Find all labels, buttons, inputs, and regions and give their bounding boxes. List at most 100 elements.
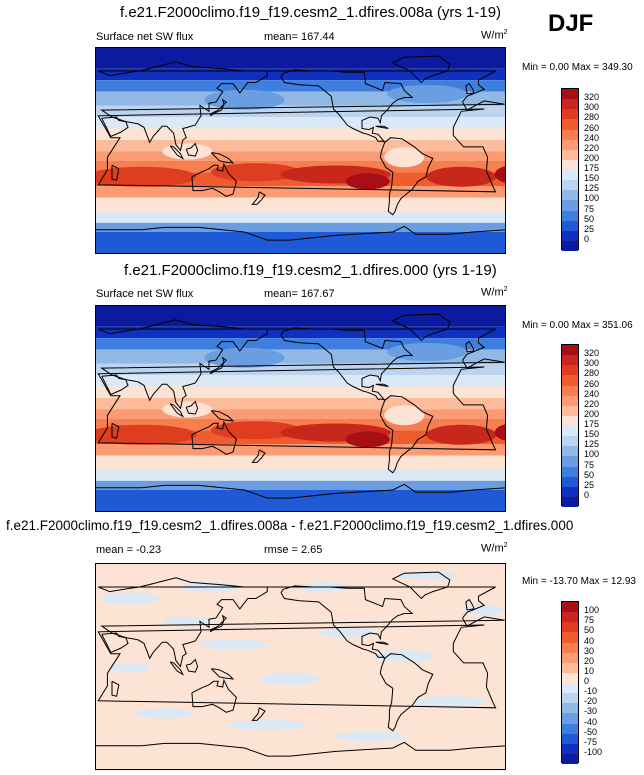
field-blob <box>387 343 468 361</box>
field-band <box>96 232 505 253</box>
coastline <box>251 449 266 463</box>
coastline <box>280 585 414 659</box>
panel-3-mean: mean = -0.23 <box>96 544 162 556</box>
coastline <box>96 741 505 757</box>
coastline <box>209 356 227 375</box>
colorbar-tick-label: 300 <box>584 102 600 113</box>
colorbar-swatch <box>562 375 578 386</box>
field-band <box>96 490 505 511</box>
coastline <box>251 707 266 721</box>
colorbar-tick-label: 175 <box>584 419 600 429</box>
colorbar-swatch <box>562 385 578 396</box>
coastline <box>98 319 505 410</box>
coastline <box>209 614 227 633</box>
colorbar-swatch <box>562 365 578 376</box>
colorbar-swatch <box>562 713 578 724</box>
field-blob <box>198 639 268 650</box>
colorbar-tick-label: 220 <box>584 142 600 153</box>
coastline <box>391 55 451 83</box>
colorbar-swatch <box>562 149 578 160</box>
colorbar-tick-label: 300 <box>584 358 600 369</box>
colorbar-swatch <box>562 190 578 201</box>
colorbar-swatch <box>562 395 578 406</box>
colorbar-swatch <box>562 476 578 487</box>
field-blob <box>384 147 425 168</box>
coastline <box>101 632 129 654</box>
field-band <box>96 326 505 339</box>
colorbar-swatch <box>562 486 578 497</box>
panel-2-variable-label: Surface net SW flux <box>96 288 194 300</box>
coastline <box>97 366 497 451</box>
colorbar-swatch <box>562 672 578 683</box>
coastline <box>210 410 235 422</box>
field-band <box>96 375 505 387</box>
field-band <box>96 222 505 232</box>
panel-2-mean: mean= 167.67 <box>264 288 335 300</box>
colorbar-tick-label: 150 <box>584 429 600 440</box>
coastline <box>391 571 451 599</box>
field-blob <box>345 173 390 190</box>
colorbar-tick-label: 100 <box>584 449 600 460</box>
field-band <box>96 160 505 173</box>
coastline <box>97 624 497 709</box>
field-blob <box>96 424 197 445</box>
colorbar-tick-label: 100 <box>584 605 600 616</box>
coastline <box>191 420 237 455</box>
coastline <box>185 142 199 157</box>
colorbar-tick-label: 125 <box>584 439 600 450</box>
colorbar-swatch <box>562 456 578 467</box>
colorbar-tick-label: 20 <box>584 655 595 666</box>
colorbar-tick-label: 75 <box>584 459 595 470</box>
colorbar-swatch <box>562 415 578 426</box>
colorbar-tick-label: 220 <box>584 398 600 409</box>
colorbar-swatch <box>562 436 578 447</box>
colorbar-swatch <box>562 180 578 191</box>
field-blob <box>260 673 321 685</box>
colorbar-tick-label: 50 <box>584 625 595 636</box>
colorbar-tick-label: -10 <box>584 686 598 697</box>
panel-2-colorbar <box>561 344 579 507</box>
field-band <box>96 455 505 470</box>
colorbar-tick-label: 0 <box>584 233 590 244</box>
colorbar-swatch <box>562 240 578 251</box>
field-blob <box>210 163 301 182</box>
field-blob <box>397 571 458 580</box>
field-blob <box>414 696 485 708</box>
colorbar-swatch <box>562 345 578 356</box>
coastline <box>209 98 227 117</box>
panel-3-title: f.e21.F2000climo.f19_f19.cesm2_1.dfires.… <box>6 518 574 533</box>
colorbar-tick-label: -100 <box>584 746 603 757</box>
field-blob <box>426 424 497 445</box>
field-blob <box>204 89 285 110</box>
colorbar-tick-label: 150 <box>584 173 600 184</box>
colorbar-tick-label: 280 <box>584 368 600 379</box>
coastline <box>375 383 389 387</box>
field-band <box>96 80 505 92</box>
colorbar-swatch <box>562 220 578 231</box>
colorbar-tick-label: 0 <box>584 489 590 500</box>
coastline <box>191 678 237 713</box>
panel-3-minmax: Min = -13.70 Max = 12.93 <box>522 576 636 587</box>
field-blob <box>384 405 425 426</box>
colorbar-swatch <box>562 426 578 437</box>
field-band <box>96 128 505 140</box>
colorbar-swatch <box>562 602 578 613</box>
coastline <box>111 422 120 439</box>
panel-3-colorbar <box>561 601 579 764</box>
season-label: DJF <box>548 10 594 37</box>
colorbar-swatch <box>562 723 578 734</box>
colorbar-tick-label: 50 <box>584 213 595 224</box>
colorbar-tick-label: 260 <box>584 122 600 133</box>
colorbar-tick-label: 40 <box>584 635 595 646</box>
panel-2-units: W/m2 <box>481 286 508 299</box>
coastline <box>191 162 237 197</box>
colorbar-tick-label: 30 <box>584 645 595 656</box>
coastline <box>375 641 389 645</box>
field-band <box>96 48 505 69</box>
coastline <box>169 145 185 160</box>
colorbar-tick-label: 25 <box>584 479 595 490</box>
coastline <box>169 403 185 418</box>
panel-1-mean: mean= 167.44 <box>264 31 335 43</box>
colorbar-swatch <box>562 632 578 643</box>
colorbar-swatch <box>562 230 578 241</box>
